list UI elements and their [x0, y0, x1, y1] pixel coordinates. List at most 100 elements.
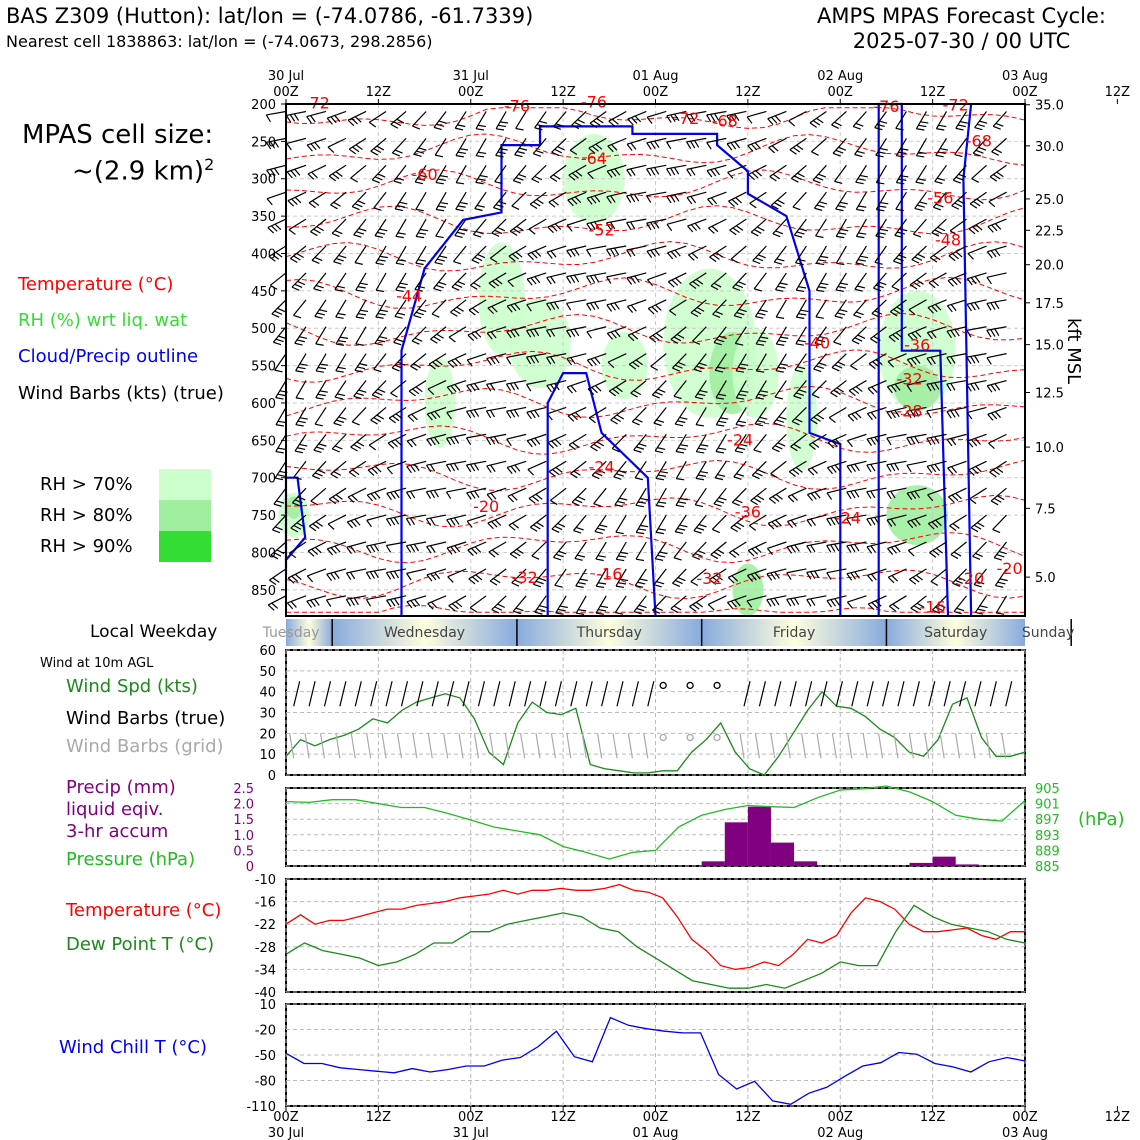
wind-barb-feather — [289, 552, 297, 559]
wind-barb-feather — [772, 233, 781, 238]
wind-barb-feather — [395, 289, 404, 293]
wind-barb — [875, 218, 889, 239]
wind-barb-feather — [536, 123, 545, 128]
wind-barb-staff — [874, 111, 887, 128]
surface-wind-barb-grid — [520, 733, 526, 759]
wind-barb-feather — [438, 120, 447, 124]
wind-barb-feather — [846, 601, 853, 609]
wind-barb-feather — [574, 121, 583, 127]
wind-barb — [654, 541, 668, 561]
time-tick-hour-top: 00Z — [828, 85, 854, 100]
wind-barb — [548, 460, 567, 477]
wind-barb-staff — [366, 568, 387, 574]
wind-barb-staff — [330, 460, 347, 475]
wind-barb-feather — [969, 498, 977, 505]
wind-barb-feather — [734, 450, 744, 454]
wind-barb-feather — [957, 199, 966, 205]
wind-barb-feather — [274, 369, 283, 373]
wind-barb — [333, 245, 347, 265]
wind-barb — [509, 218, 527, 236]
wind-barb-staff — [426, 433, 447, 440]
wind-barb-feather — [878, 281, 887, 286]
wind-barb — [835, 245, 847, 266]
wind-barb-staff — [889, 595, 907, 607]
wind-barb-feather — [894, 234, 903, 238]
wind-barb-feather — [573, 274, 580, 283]
wind-barb — [626, 164, 647, 177]
wind-barb-staff — [751, 460, 767, 476]
wind-barb-feather — [325, 599, 332, 607]
wind-barb-feather — [850, 572, 856, 580]
wind-barb-feather — [295, 424, 304, 427]
wind-barb — [291, 487, 307, 507]
rh-shade-region — [894, 365, 941, 411]
wind-barb-staff — [634, 568, 647, 586]
wind-barb-staff — [733, 299, 747, 317]
wind-barb-feather — [770, 204, 779, 210]
wind-barb-feather — [438, 205, 447, 208]
wind-barb — [908, 299, 927, 316]
wind-barb-staff — [354, 353, 367, 371]
wind-barb-feather — [788, 471, 796, 477]
wind-barb-staff — [575, 568, 587, 587]
wind-barb — [354, 245, 367, 265]
wind-barb-feather — [514, 579, 523, 584]
wind-barb-feather — [846, 440, 853, 448]
wind-barb — [695, 434, 709, 454]
time-tick-hour-bottom: 00Z — [458, 1110, 484, 1125]
wind-barb-staff — [689, 595, 707, 608]
wind-barb-feather — [727, 171, 734, 179]
surface-wind-barb-grid — [597, 733, 603, 759]
wind-barb — [446, 514, 467, 527]
wind-barb-staff — [927, 487, 947, 496]
wind-barb-staff — [290, 245, 307, 259]
calm-wind-circle-grid — [686, 733, 694, 742]
wind-barb-feather — [607, 145, 614, 153]
wind-barb — [506, 406, 527, 419]
wind-barb-feather — [934, 229, 943, 235]
wind-barb-staff — [974, 595, 988, 613]
wind-barb-staff — [972, 541, 987, 557]
wind-barb-feather — [827, 442, 835, 449]
wind-barb-feather — [886, 491, 892, 500]
wind-barb-staff — [506, 299, 527, 307]
wind-barb-feather — [365, 599, 372, 607]
wind-barb-feather — [854, 153, 863, 158]
wind-barb-feather — [910, 607, 918, 613]
time-tick-hour-top: 12Z — [366, 85, 392, 100]
wind-barb-feather — [854, 337, 863, 342]
wind-barb-feather — [736, 473, 745, 477]
wind-barb-staff — [366, 595, 387, 601]
wind-barb-feather — [273, 167, 280, 176]
wind-barb-feather — [599, 524, 608, 528]
wind-barb — [887, 353, 907, 368]
station-title: BAS Z309 (Hutton): lat/lon = (-74.0786, … — [6, 4, 534, 28]
wind-barb — [992, 111, 1007, 130]
wind-barb-staff — [413, 138, 427, 155]
wind-barb-feather — [376, 145, 385, 151]
wind-barb-feather — [677, 361, 686, 366]
wind-barb-feather — [750, 143, 758, 151]
wind-barb-feather — [751, 172, 759, 179]
wind-barb-feather — [866, 518, 872, 527]
surface-wind-barb-grid — [924, 733, 930, 759]
wind-barb-feather — [507, 280, 514, 288]
wind-barb-feather — [425, 491, 432, 499]
wind-barb-staff — [626, 137, 647, 145]
wind-barb-feather — [793, 443, 801, 449]
wind-barb-feather — [374, 391, 383, 396]
wind-barb-staff — [426, 541, 447, 548]
wind-barb-staff — [806, 595, 827, 601]
wind-barb — [727, 595, 747, 609]
wind-barb — [311, 460, 327, 480]
wind-barb-staff — [753, 433, 767, 451]
wind-barb-feather — [698, 523, 707, 528]
wind-barb — [714, 460, 727, 481]
wind-barb-feather — [377, 339, 386, 343]
wind-barb — [394, 299, 407, 319]
wind-barb-feather — [566, 250, 572, 258]
surface-wind-barb-true — [400, 681, 409, 707]
wind-barb-feather — [468, 578, 476, 585]
wind-barb — [755, 380, 769, 400]
wind-barb — [670, 595, 687, 614]
